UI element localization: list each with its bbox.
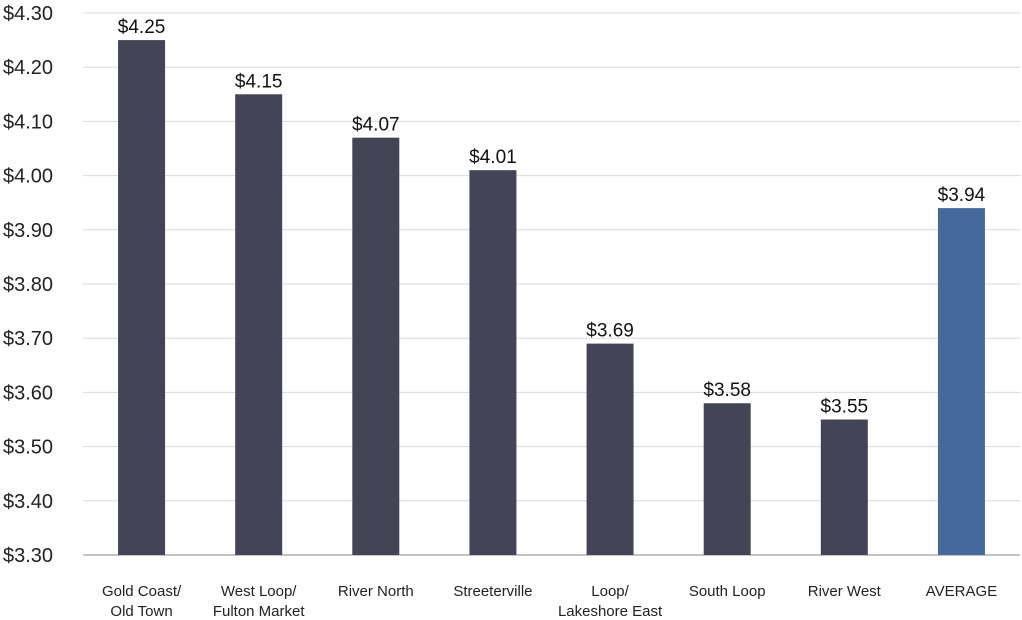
x-category-line: Loop/ xyxy=(591,583,629,600)
bar xyxy=(586,343,634,555)
y-tick-label: $3.60 xyxy=(3,382,53,404)
y-tick-label: $3.70 xyxy=(3,328,53,350)
x-category-line: Fulton Market xyxy=(213,603,306,620)
bar xyxy=(118,40,166,556)
y-tick-label: $3.80 xyxy=(3,274,53,296)
y-axis-ticks: $4.30 $4.20 $4.10 $4.00 $3.90 $3.80 $3.70 $3.60… xyxy=(3,3,53,567)
x-category-line: South Loop xyxy=(689,583,766,600)
x-category-label: Streeterville xyxy=(453,583,532,600)
bar xyxy=(937,208,985,555)
data-label: $3.55 xyxy=(821,397,869,418)
gridlines xyxy=(83,12,1020,556)
y-tick-label: $3.30 xyxy=(3,545,53,567)
y-tick-label: $4.10 xyxy=(3,111,53,133)
x-category-line: Gold Coast/ xyxy=(102,583,182,600)
x-category-line: Lakeshore East xyxy=(558,603,663,620)
x-category-label: Loop/Lakeshore East xyxy=(558,583,663,620)
y-tick-label: $4.00 xyxy=(3,166,53,188)
x-category-label: Gold Coast/Old Town xyxy=(102,583,182,620)
bar xyxy=(820,419,868,555)
data-label: $4.01 xyxy=(469,147,517,168)
y-tick-label: $4.30 xyxy=(3,3,53,25)
x-axis-categories: Gold Coast/Old Town West Loop/Fulton Mark… xyxy=(102,583,997,620)
y-tick-label: $3.50 xyxy=(3,437,53,459)
data-label: $4.07 xyxy=(352,115,400,136)
data-label: $3.94 xyxy=(938,185,986,206)
x-category-label: River West xyxy=(808,583,882,600)
y-tick-label: $3.40 xyxy=(3,491,53,513)
y-tick-label: $4.20 xyxy=(3,57,53,79)
x-category-label: AVERAGE xyxy=(926,583,997,600)
bars xyxy=(118,40,985,556)
x-category-label: West Loop/Fulton Market xyxy=(213,583,306,620)
x-category-line: AVERAGE xyxy=(926,583,997,600)
data-labels: $4.25 $4.15 $4.07 $4.01 $3.69 $3.58 $3.55 $3.94 xyxy=(118,17,986,417)
bar xyxy=(235,94,283,556)
x-category-line: River North xyxy=(338,583,414,600)
x-category-line: Old Town xyxy=(110,603,172,620)
bar xyxy=(703,403,751,555)
data-label: $3.69 xyxy=(586,321,634,342)
x-category-line: River West xyxy=(808,583,882,600)
y-tick-label: $3.90 xyxy=(3,220,53,242)
data-label: $4.15 xyxy=(235,71,283,92)
x-category-line: Streeterville xyxy=(453,583,532,600)
bar xyxy=(352,137,400,555)
x-category-label: South Loop xyxy=(689,583,766,600)
data-label: $4.25 xyxy=(118,17,166,38)
bar xyxy=(469,170,517,555)
x-category-label: River North xyxy=(338,583,414,600)
x-category-line: West Loop/ xyxy=(221,583,297,600)
data-label: $3.58 xyxy=(703,380,751,401)
